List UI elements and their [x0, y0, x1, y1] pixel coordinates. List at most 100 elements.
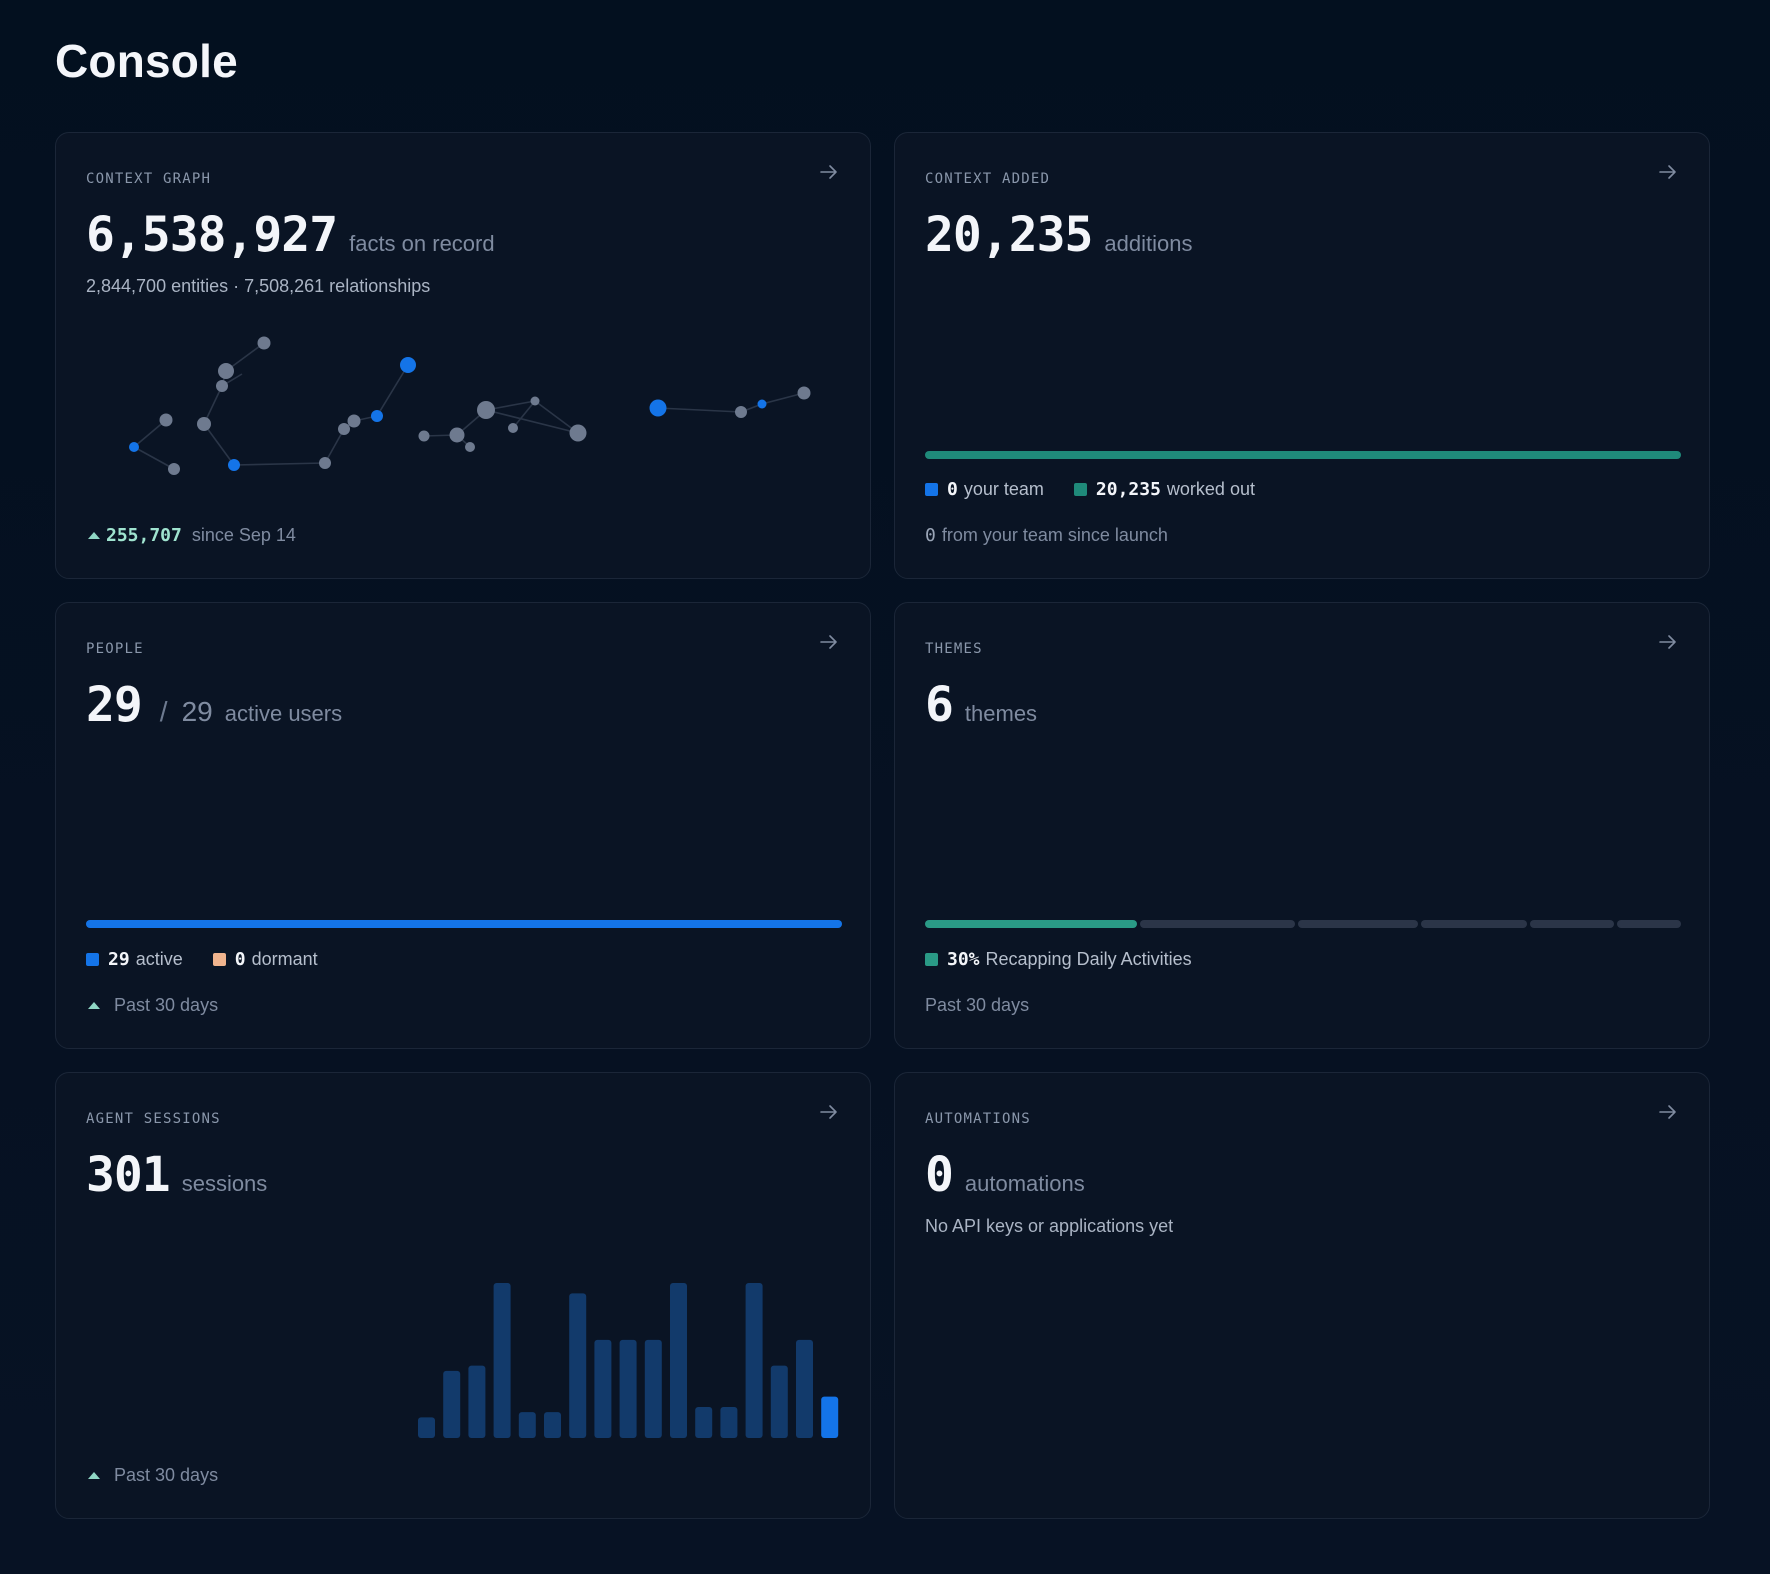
legend-label: Recapping Daily Activities: [985, 949, 1192, 969]
themes-unit: themes: [964, 701, 1038, 726]
session-bar: [493, 1283, 511, 1438]
graph-footer: 255,707 since Sep 14: [86, 525, 296, 546]
theme-segment: [1617, 920, 1681, 928]
footer-text: Past 30 days: [925, 995, 1030, 1015]
headline: 6,538,927 facts on record: [86, 207, 495, 263]
legend-your-team: 0 your team: [925, 479, 1044, 500]
bar-segment-active: [86, 920, 842, 928]
legend-value: 0: [234, 949, 246, 970]
delta-suffix: since Sep 14: [191, 525, 296, 545]
arrow-right-icon[interactable]: [1657, 631, 1679, 653]
headline: 6 themes: [925, 677, 1037, 733]
additions-legend: 0 your team 20,235 worked out: [925, 479, 1285, 500]
legend-swatch: [925, 953, 938, 966]
trend-up-icon: [88, 532, 100, 539]
arrow-right-icon[interactable]: [1657, 161, 1679, 183]
card-label: PEOPLE: [86, 641, 144, 657]
legend-swatch: [1073, 483, 1087, 496]
page-title: Console: [55, 35, 238, 87]
sessions-bar-chart: [418, 1283, 839, 1438]
arrow-right-icon[interactable]: [818, 161, 840, 183]
legend-swatch: [925, 483, 938, 496]
card-label: AUTOMATIONS: [925, 1111, 1031, 1127]
people-footer: Past 30 days: [86, 995, 218, 1016]
additions-bar: [925, 451, 1681, 459]
session-bar: [821, 1396, 839, 1438]
legend-swatch: [212, 953, 226, 966]
theme-segment: [1297, 920, 1418, 928]
legend-worked-out: 20,235 worked out: [1073, 479, 1255, 500]
legend-value: 29: [108, 949, 130, 970]
additions-count: 20,235: [925, 207, 1093, 263]
automations-card[interactable]: AUTOMATIONS 0 automations No API keys or…: [894, 1072, 1710, 1519]
card-label: THEMES: [925, 641, 983, 657]
graph-nodes: [129, 336, 811, 475]
automations-subline: No API keys or applications yet: [925, 1216, 1174, 1236]
session-bar: [468, 1365, 486, 1438]
graph-subline: 2,844,700 entities · 7,508,261 relations…: [86, 276, 431, 296]
theme-segment: [1420, 920, 1527, 928]
session-bar: [443, 1370, 461, 1438]
session-bar: [418, 1417, 435, 1438]
legend-swatch: [86, 953, 99, 966]
facts-unit: facts on record: [349, 231, 495, 256]
facts-count: 6,538,927: [86, 207, 338, 263]
arrow-right-icon[interactable]: [1657, 1101, 1679, 1123]
theme-segment: [925, 920, 1137, 928]
session-bar: [695, 1407, 713, 1438]
session-bar: [644, 1339, 662, 1438]
footer-text: Past 30 days: [114, 1465, 219, 1485]
legend-label: worked out: [1166, 479, 1255, 499]
legend-top-theme: 30% Recapping Daily Activities: [925, 949, 1192, 970]
legend-value: 20,235: [1095, 479, 1161, 500]
theme-segment: [1139, 920, 1295, 928]
footer-text: from your team since launch: [941, 525, 1168, 545]
legend-active: 29 active: [86, 949, 183, 970]
themes-card[interactable]: THEMES 6 themes 30% Recapping Daily Acti…: [894, 602, 1710, 1049]
facts-delta: 255,707: [106, 525, 182, 546]
additions-unit: additions: [1104, 231, 1193, 256]
bar-segment-worked-out: [925, 451, 1681, 459]
headline: 20,235 additions: [925, 207, 1192, 263]
users-unit: active users: [224, 701, 343, 726]
people-card[interactable]: PEOPLE 29 / 29 active users 29 active 0 …: [55, 602, 871, 1049]
automations-count: 0: [925, 1147, 954, 1203]
session-bar: [619, 1339, 637, 1438]
themes-bar: [925, 920, 1681, 928]
session-bar: [569, 1293, 587, 1438]
session-bar: [796, 1339, 813, 1438]
themes-legend: 30% Recapping Daily Activities: [925, 949, 1222, 970]
sessions-count: 301: [86, 1147, 171, 1203]
arrow-right-icon[interactable]: [818, 1101, 840, 1123]
session-bar: [745, 1283, 763, 1438]
legend-label: your team: [963, 479, 1044, 499]
theme-segment: [1529, 920, 1615, 928]
card-label: AGENT SESSIONS: [86, 1111, 221, 1127]
session-bar: [544, 1412, 561, 1438]
slash-separator: /: [159, 696, 168, 727]
themes-footer: Past 30 days: [925, 995, 1029, 1016]
sessions-footer: Past 30 days: [86, 1465, 218, 1486]
card-label: CONTEXT GRAPH: [86, 171, 212, 187]
session-bar: [670, 1283, 687, 1438]
trend-up-icon: [88, 1002, 100, 1009]
agent-sessions-card[interactable]: AGENT SESSIONS 301 sessions Past 30 days: [55, 1072, 871, 1519]
headline: 29 / 29 active users: [86, 677, 342, 733]
graph-visualization: [129, 336, 811, 475]
legend-dormant: 0 dormant: [212, 949, 318, 970]
legend-value: 30%: [947, 949, 980, 970]
total-users-count: 29: [181, 696, 213, 727]
headline: 0 automations: [925, 1147, 1085, 1203]
trend-up-icon: [88, 1472, 100, 1479]
automations-unit: automations: [964, 1171, 1085, 1196]
legend-value: 0: [947, 479, 958, 500]
arrow-right-icon[interactable]: [818, 631, 840, 653]
headline: 301 sessions: [86, 1147, 267, 1203]
themes-count: 6: [925, 677, 954, 733]
session-bar: [720, 1407, 738, 1438]
legend-label: dormant: [251, 949, 318, 969]
footer-value: 0: [925, 525, 936, 546]
context-added-card[interactable]: CONTEXT ADDED 20,235 additions 0 your te…: [894, 132, 1710, 579]
context-graph-card[interactable]: CONTEXT GRAPH 6,538,927 facts on record …: [55, 132, 871, 579]
card-label: CONTEXT ADDED: [925, 171, 1051, 187]
